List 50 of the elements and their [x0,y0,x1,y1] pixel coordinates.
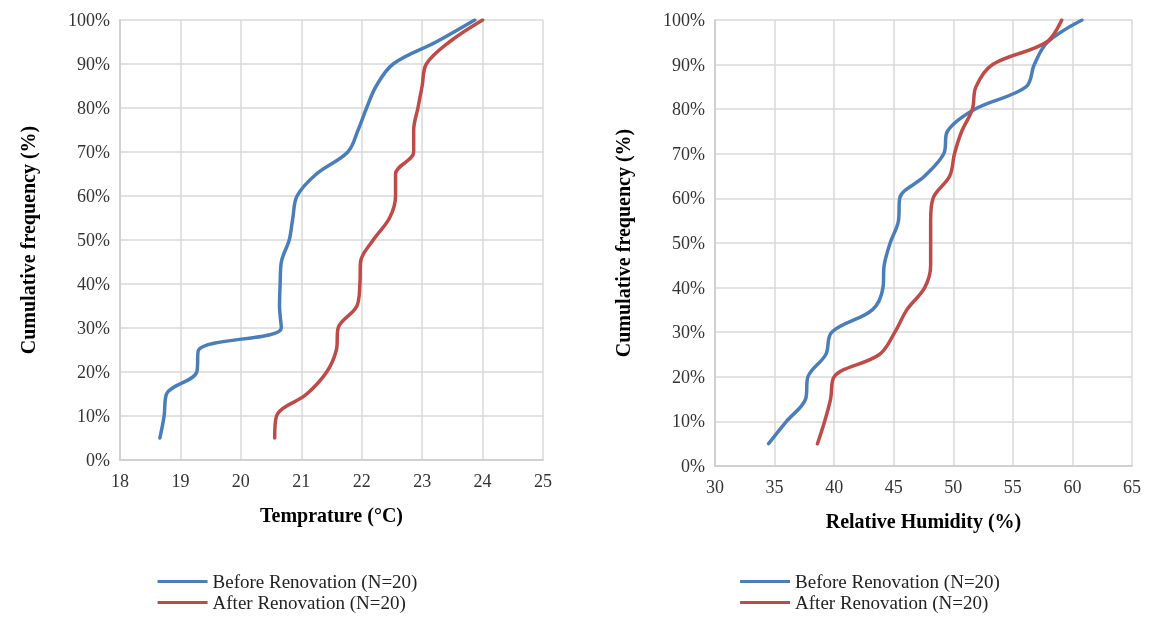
y-tick-label: 20% [672,366,705,387]
x-tick-label: 35 [765,477,784,497]
legend-label: Before Renovation (N=20) [795,571,1000,593]
x-tick-label: 24 [473,471,492,491]
x-tick-label: 30 [706,477,724,497]
y-tick-label: 70% [77,142,110,162]
y-tick-label: 60% [672,188,705,209]
x-tick-label: 23 [413,471,432,491]
x-tick-label: 21 [292,471,311,491]
x-tick-label: 50 [944,477,963,497]
y-tick-label: 80% [672,99,705,120]
y-tick-label: 100% [663,10,705,30]
legend-label: After Renovation (N=20) [212,592,406,614]
x-axis-title: Relative Humidity (%) [825,510,1022,533]
y-tick-label: 60% [77,186,110,206]
y-tick-label: 30% [672,322,705,343]
x-tick-label: 25 [534,471,552,491]
y-tick-label: 70% [672,143,705,164]
x-tick-label: 45 [884,477,903,497]
y-tick-label: 0% [86,450,110,470]
y-tick-label: 10% [672,411,705,432]
y-tick-label: 50% [77,230,110,250]
y-tick-label: 0% [681,456,705,476]
y-tick-label: 100% [68,10,110,30]
legend-label: After Renovation (N=20) [795,592,989,614]
legend-label: Before Renovation (N=20) [212,571,418,593]
x-tick-label: 40 [825,477,844,497]
y-tick-label: 80% [77,98,110,118]
line-series [815,18,1064,446]
y-tick-label: 90% [672,54,705,75]
y-tick-label: 50% [672,233,705,253]
y-axis-title: Cumulative frequency (%) [612,128,635,358]
x-tick-label: 55 [1003,477,1022,497]
line-series [766,18,1084,446]
x-tick-label: 19 [171,471,190,491]
x-tick-label: 60 [1063,477,1082,497]
x-tick-label: 20 [231,471,250,491]
y-tick-label: 90% [77,54,110,74]
x-tick-label: 22 [352,471,371,491]
x-axis-title: Temprature (°C) [260,504,403,527]
y-tick-label: 30% [77,318,110,338]
y-tick-label: 40% [77,274,110,294]
y-tick-label: 10% [77,406,110,426]
x-tick-label: 18 [111,471,129,491]
line-series [158,18,477,440]
x-tick-label: 65 [1123,477,1141,497]
y-tick-label: 40% [672,277,705,298]
y-axis-title: Cumulative frequency (%) [17,125,40,355]
y-tick-label: 20% [77,362,110,382]
line-series [272,18,485,440]
